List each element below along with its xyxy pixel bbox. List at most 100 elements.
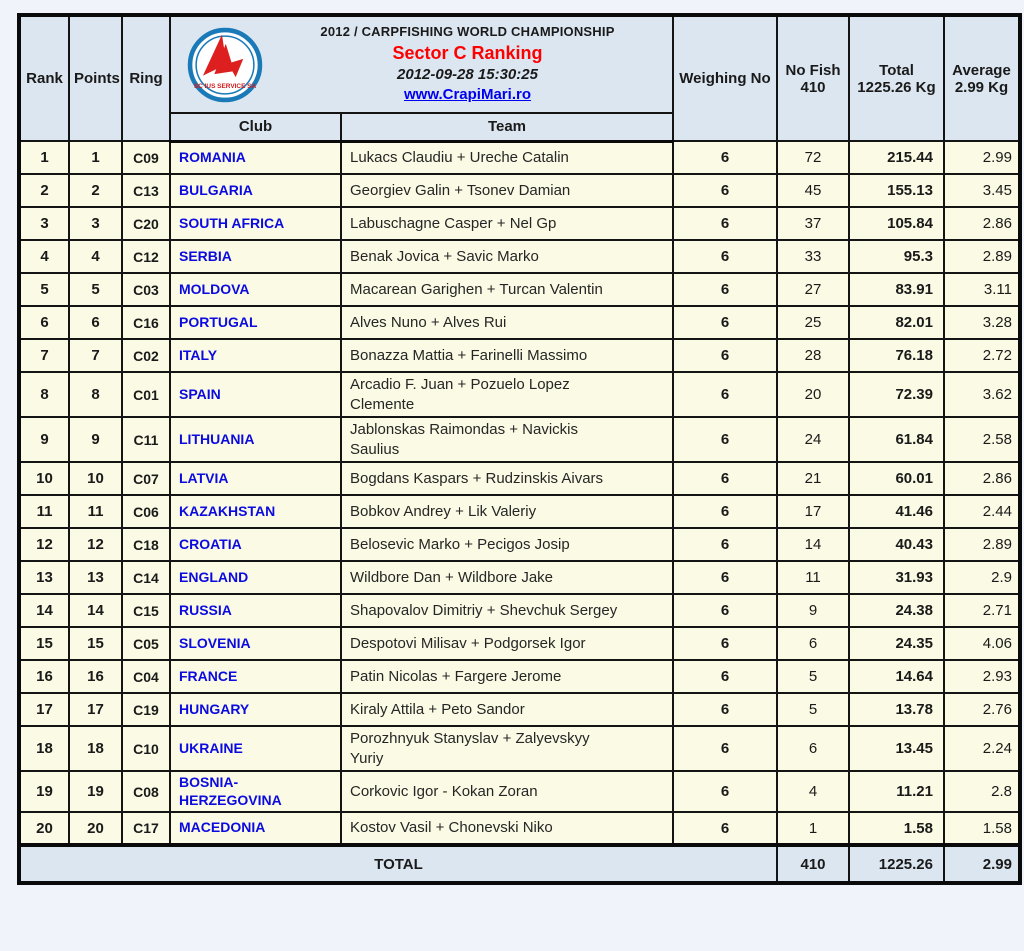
team-cell: Lukacs Claudiu + Ureche Catalin bbox=[340, 140, 674, 175]
average-cell: 2.89 bbox=[943, 527, 1021, 562]
logo-text: SC IUS SERVICE SA bbox=[194, 82, 257, 89]
rank-cell: 4 bbox=[18, 239, 70, 274]
weighing-cell: 6 bbox=[672, 305, 778, 340]
no-fish-cell: 9 bbox=[776, 593, 850, 628]
club-cell: BOSNIA- HERZEGOVINA bbox=[169, 770, 342, 813]
rank-cell: 20 bbox=[18, 811, 70, 846]
total-cell: 82.01 bbox=[848, 305, 945, 340]
club-cell: MOLDOVA bbox=[169, 272, 342, 307]
team-cell: Arcadio F. Juan + Pozuelo Lopez Clemente bbox=[340, 371, 674, 418]
total-cell: 14.64 bbox=[848, 659, 945, 694]
column-header-rank: Rank bbox=[18, 14, 70, 142]
no-fish-cell: 4 bbox=[776, 770, 850, 813]
team-cell: Patin Nicolas + Fargere Jerome bbox=[340, 659, 674, 694]
ring-cell: C20 bbox=[121, 206, 171, 241]
ring-cell: C11 bbox=[121, 416, 171, 463]
club-cell: SERBIA bbox=[169, 239, 342, 274]
ring-cell: C19 bbox=[121, 692, 171, 727]
table-header: Rank Points Ring SC IUS SERVICE SA bbox=[18, 14, 1021, 143]
club-cell: KAZAKHSTAN bbox=[169, 494, 342, 529]
no-fish-cell: 17 bbox=[776, 494, 850, 529]
rank-cell: 6 bbox=[18, 305, 70, 340]
points-cell: 17 bbox=[68, 692, 123, 727]
table-row: 9 9 C11 LITHUANIA Jablonskas Raimondas +… bbox=[18, 416, 1021, 463]
table-row: 3 3 C20 SOUTH AFRICA Labuschagne Casper … bbox=[18, 206, 1021, 241]
club-cell: LITHUANIA bbox=[169, 416, 342, 463]
team-cell: Kostov Vasil + Chonevski Niko bbox=[340, 811, 674, 846]
ring-cell: C16 bbox=[121, 305, 171, 340]
no-fish-cell: 72 bbox=[776, 140, 850, 175]
no-fish-cell: 45 bbox=[776, 173, 850, 208]
table-row: 1 1 C09 ROMANIA Lukacs Claudiu + Ureche … bbox=[18, 140, 1021, 175]
average-cell: 2.24 bbox=[943, 725, 1021, 772]
rank-cell: 14 bbox=[18, 593, 70, 628]
average-cell: 3.62 bbox=[943, 371, 1021, 418]
team-cell: Shapovalov Dimitriy + Shevchuk Sergey bbox=[340, 593, 674, 628]
points-cell: 11 bbox=[68, 494, 123, 529]
website-link[interactable]: www.CrapiMari.ro bbox=[404, 86, 531, 104]
rank-cell: 3 bbox=[18, 206, 70, 241]
no-fish-cell: 33 bbox=[776, 239, 850, 274]
average-cell: 2.71 bbox=[943, 593, 1021, 628]
ring-cell: C07 bbox=[121, 461, 171, 496]
ring-cell: C18 bbox=[121, 527, 171, 562]
column-header-points: Points bbox=[68, 14, 123, 142]
ring-cell: C12 bbox=[121, 239, 171, 274]
total-cell: 215.44 bbox=[848, 140, 945, 175]
table-row: 5 5 C03 MOLDOVA Macarean Garighen + Turc… bbox=[18, 272, 1021, 307]
table-row: 18 18 C10 UKRAINE Porozhnyuk Stanyslav +… bbox=[18, 725, 1021, 772]
team-cell: Benak Jovica + Savic Marko bbox=[340, 239, 674, 274]
ring-cell: C05 bbox=[121, 626, 171, 661]
rank-cell: 15 bbox=[18, 626, 70, 661]
sector-ranking-title: Sector C Ranking bbox=[392, 42, 543, 63]
total-cell: 76.18 bbox=[848, 338, 945, 373]
team-cell: Alves Nuno + Alves Rui bbox=[340, 305, 674, 340]
total-cell: 61.84 bbox=[848, 416, 945, 463]
no-fish-cell: 28 bbox=[776, 338, 850, 373]
average-cell: 2.58 bbox=[943, 416, 1021, 463]
team-cell: Bonazza Mattia + Farinelli Massimo bbox=[340, 338, 674, 373]
points-cell: 3 bbox=[68, 206, 123, 241]
points-cell: 1 bbox=[68, 140, 123, 175]
club-cell: CROATIA bbox=[169, 527, 342, 562]
weighing-cell: 6 bbox=[672, 626, 778, 661]
column-header-weighing-no: Weighing No bbox=[672, 14, 778, 142]
rank-cell: 9 bbox=[18, 416, 70, 463]
total-cell: 155.13 bbox=[848, 173, 945, 208]
ring-cell: C10 bbox=[121, 725, 171, 772]
total-cell: 31.93 bbox=[848, 560, 945, 595]
no-fish-total-count: 410 bbox=[800, 78, 826, 96]
ring-cell: C06 bbox=[121, 494, 171, 529]
club-cell: ITALY bbox=[169, 338, 342, 373]
average-cell: 3.28 bbox=[943, 305, 1021, 340]
club-cell: UKRAINE bbox=[169, 725, 342, 772]
team-cell: Labuschagne Casper + Nel Gp bbox=[340, 206, 674, 241]
average-cell: 2.44 bbox=[943, 494, 1021, 529]
ring-cell: C04 bbox=[121, 659, 171, 694]
points-cell: 5 bbox=[68, 272, 123, 307]
average-cell: 2.86 bbox=[943, 206, 1021, 241]
points-cell: 2 bbox=[68, 173, 123, 208]
column-header-team: Team bbox=[340, 112, 674, 143]
report-timestamp: 2012-09-28 15:30:25 bbox=[397, 66, 538, 84]
average-cell: 2.89 bbox=[943, 239, 1021, 274]
points-cell: 6 bbox=[68, 305, 123, 340]
no-fish-cell: 27 bbox=[776, 272, 850, 307]
club-cell: SPAIN bbox=[169, 371, 342, 418]
average-cell: 2.93 bbox=[943, 659, 1021, 694]
weighing-cell: 6 bbox=[672, 416, 778, 463]
no-fish-cell: 5 bbox=[776, 659, 850, 694]
team-cell: Kiraly Attila + Peto Sandor bbox=[340, 692, 674, 727]
team-cell: Corkovic Igor - Kokan Zoran bbox=[340, 770, 674, 813]
column-header-average: Average 2.99 Kg bbox=[943, 14, 1021, 142]
page: Rank Points Ring SC IUS SERVICE SA bbox=[17, 13, 1022, 885]
club-cell: SLOVENIA bbox=[169, 626, 342, 661]
column-header-no-fish: No Fish 410 bbox=[776, 14, 850, 142]
weighing-cell: 6 bbox=[672, 527, 778, 562]
team-cell: Wildbore Dan + Wildbore Jake bbox=[340, 560, 674, 595]
column-header-total: Total 1225.26 Kg bbox=[848, 14, 945, 142]
weighing-cell: 6 bbox=[672, 494, 778, 529]
average-weight-kg: 2.99 Kg bbox=[954, 78, 1009, 96]
no-fish-cell: 21 bbox=[776, 461, 850, 496]
table-row: 17 17 C19 HUNGARY Kiraly Attila + Peto S… bbox=[18, 692, 1021, 727]
